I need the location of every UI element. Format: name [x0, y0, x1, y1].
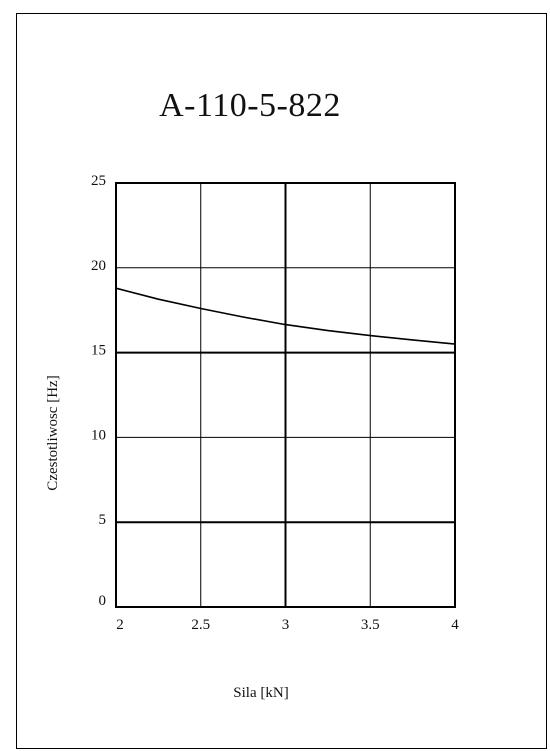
- y-tick-label: 10: [91, 427, 106, 443]
- x-tick-label: 2: [116, 617, 124, 633]
- x-tick-label: 4: [451, 617, 459, 633]
- y-axis-label: Czestotliwosc [Hz]: [45, 375, 61, 490]
- x-tick-label: 2.5: [191, 617, 210, 633]
- chart-title: A-110-5-822: [159, 87, 341, 124]
- y-tick-label: 0: [99, 593, 107, 609]
- y-tick-label: 20: [91, 258, 106, 274]
- x-tick-label: 3: [282, 617, 290, 633]
- y-tick-label: 5: [99, 512, 107, 528]
- y-tick-label: 15: [91, 343, 106, 359]
- y-tick-label: 25: [91, 173, 106, 189]
- series-line: [115, 287, 456, 345]
- x-axis-label: Sila [kN]: [233, 685, 288, 701]
- chart-frame: [16, 13, 547, 749]
- x-tick-label: 3.5: [361, 617, 380, 633]
